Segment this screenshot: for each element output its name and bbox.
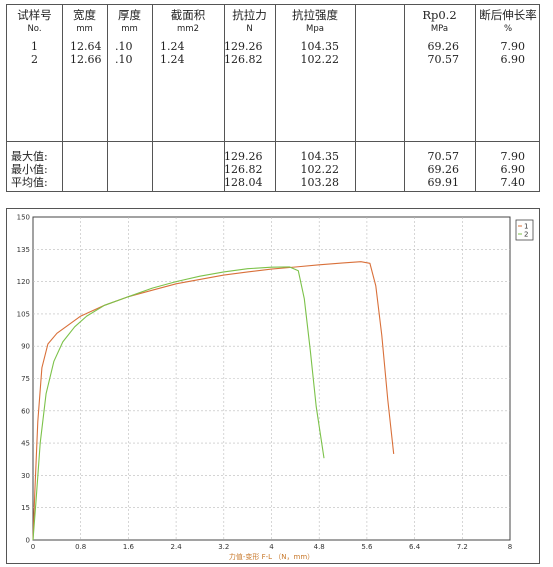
header-title-5: 抗拉强度 (292, 8, 338, 22)
results-table: 试样号 No. 宽度 mm 厚度 mm 截面积 mm2 抗拉力 N 抗拉强度 Mpa Rp0.2 MPa 断… (6, 4, 540, 192)
y-tick-label: 15 (21, 504, 30, 512)
data-cell: 6.90 (500, 53, 526, 66)
x-tick-label: 1.6 (123, 543, 135, 551)
summary-cell: 128.04 (224, 176, 263, 189)
data-cell: .10 (115, 40, 133, 53)
data-cell: 126.82 (224, 53, 263, 66)
x-tick-label: 8 (508, 543, 512, 551)
y-tick-label: 150 (17, 214, 30, 222)
header-divider (7, 141, 539, 142)
force-deformation-chart: 0 0.8 1.6 2.4 3.2 4 4.8 5.6 6.4 7.2 8 0 15 30 45 60 75 90… (6, 208, 540, 564)
x-tick-label: 0.8 (75, 543, 86, 551)
header-unit-7: MPa (430, 24, 449, 34)
header-title-4: 抗拉力 (232, 8, 267, 22)
x-tick-label: 4.8 (314, 543, 325, 551)
summary-cell: 102.22 (300, 163, 340, 176)
x-tick-label: 6.4 (409, 543, 421, 551)
header-title-2: 厚度 (118, 8, 141, 22)
y-tick-label: 30 (21, 472, 30, 480)
header-title-1: 宽度 (73, 8, 96, 22)
data-cell: .10 (115, 53, 133, 66)
data-cell: 12.66 (70, 53, 102, 66)
data-cell: 12.64 (70, 40, 102, 53)
column-divider (275, 5, 276, 191)
column-divider (224, 5, 225, 191)
y-tick-label: 0 (26, 537, 30, 545)
column-divider (355, 5, 356, 191)
data-cell: 7.90 (500, 40, 526, 53)
y-tick-label: 105 (17, 310, 30, 318)
x-tick-label: 5.6 (361, 543, 373, 551)
header-unit-2: mm (121, 24, 138, 34)
y-tick-label: 120 (17, 278, 30, 286)
summary-cell: 70.57 (427, 150, 460, 163)
column-divider (62, 5, 63, 191)
x-tick-label: 0 (31, 543, 35, 551)
summary-cell: 129.26 (224, 150, 263, 163)
series-line-1 (32, 261, 395, 541)
summary-cell: 最大值: (11, 150, 48, 163)
x-tick-label: 4 (269, 543, 274, 551)
header-unit-0: No. (27, 24, 42, 34)
summary-cell: 7.90 (500, 150, 526, 163)
data-cell: 1.24 (160, 40, 185, 53)
x-tick-label: 3.2 (218, 543, 229, 551)
y-tick-label: 90 (21, 343, 30, 351)
summary-cell: 平均值: (11, 176, 48, 189)
x-axis-label: 力值-变形 F-L （N，mm） (229, 552, 314, 561)
summary-cell: 103.28 (300, 176, 340, 189)
summary-cell: 126.82 (224, 163, 263, 176)
y-tick-label: 135 (17, 246, 30, 254)
summary-cell: 69.91 (427, 176, 460, 189)
x-tick-label: 2.4 (171, 543, 183, 551)
x-tick-label: 7.2 (457, 543, 468, 551)
summary-cell: 7.40 (500, 176, 526, 189)
header-unit-5: Mpa (306, 24, 324, 34)
summary-cell: 69.26 (427, 163, 460, 176)
header-unit-1: mm (76, 24, 93, 34)
legend-label: 2 (524, 231, 528, 239)
header-unit-3: mm2 (177, 24, 199, 34)
y-tick-label: 75 (21, 375, 30, 383)
header-unit-4: N (246, 24, 253, 34)
data-cell: 129.26 (224, 40, 263, 53)
chart-frame (6, 208, 540, 564)
y-tick-label: 60 (21, 407, 30, 415)
data-cell: 104.35 (300, 40, 340, 53)
column-divider (152, 5, 153, 191)
y-tick-label: 45 (21, 440, 30, 448)
summary-cell: 104.35 (300, 150, 340, 163)
header-title-7: Rp0.2 (422, 8, 457, 22)
header-title-0: 试样号 (17, 8, 52, 22)
data-cell: 70.57 (427, 53, 460, 66)
legend-box (515, 219, 534, 241)
column-divider (404, 5, 405, 191)
data-cell: 1.24 (160, 53, 185, 66)
column-divider (107, 5, 108, 191)
summary-cell: 最小值: (11, 163, 48, 176)
series-line-2 (32, 266, 325, 541)
legend-label: 1 (524, 223, 528, 231)
chart-svg: 0 0.8 1.6 2.4 3.2 4 4.8 5.6 6.4 7.2 8 0 15 30 45 60 75 90… (6, 208, 540, 564)
summary-cell: 6.90 (500, 163, 526, 176)
header-title-3: 截面积 (170, 8, 206, 22)
header-title-8: 断后伸长率 (479, 8, 537, 22)
data-cell: 1 (31, 40, 38, 53)
data-cell: 102.22 (300, 53, 340, 66)
data-cell: 69.26 (427, 40, 460, 53)
header-unit-8: % (503, 24, 513, 34)
data-cell: 2 (31, 53, 38, 66)
column-divider (475, 5, 476, 191)
